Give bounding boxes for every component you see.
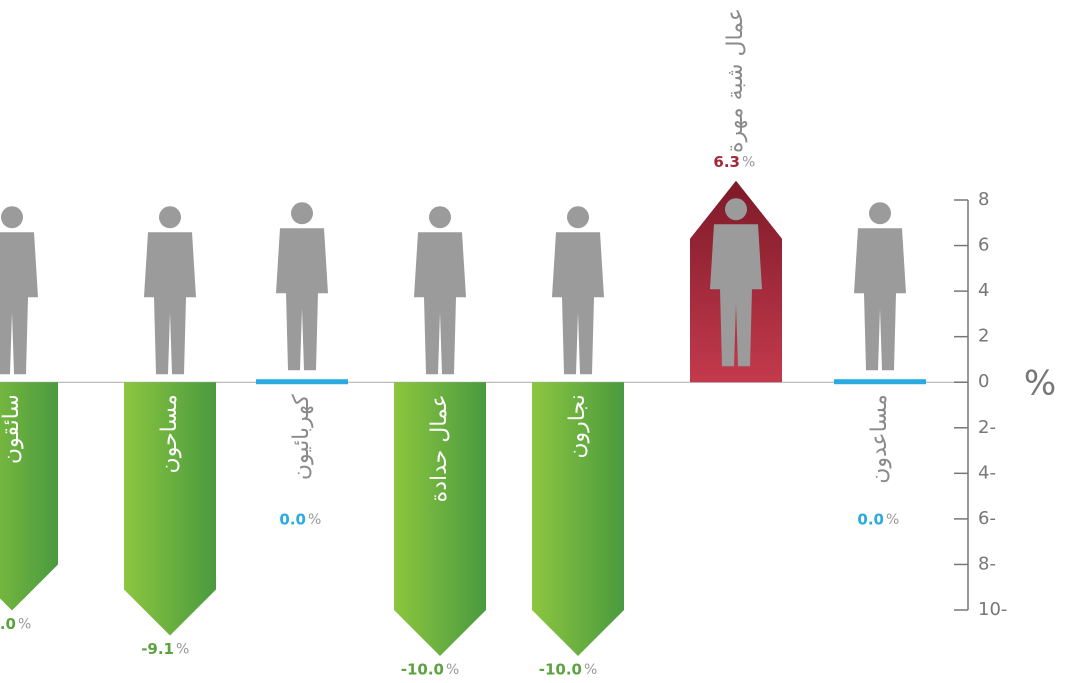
bar [834,379,926,384]
y-tick-label: 10- [978,599,1007,620]
value-label: 6.3 [713,153,740,171]
bar [256,379,348,384]
body [276,228,328,370]
value-label: 0.0 [279,511,306,529]
value-label: 0.0 [857,511,884,529]
head [725,198,747,220]
worker-silhouette [414,206,466,374]
y-tick-label: 6 [978,235,989,256]
y-tick-label: 2 [978,326,989,347]
value-label: -10.0 [401,661,444,679]
value-label: -10.0 [539,661,582,679]
category-label: مساعدون [867,394,892,484]
head [869,202,891,224]
worker-silhouette [144,206,196,374]
worker-silhouette [552,206,604,374]
value-label: -8.0 [0,615,16,633]
value-label: -9.1 [141,640,174,658]
category-label: كهربائيون [289,394,314,480]
worker-silhouette [0,206,38,374]
value-unit: % [742,155,755,171]
y-tick-label: 0 [978,371,989,392]
head [291,202,313,224]
body [552,232,604,374]
category-label: سائقون [0,394,24,464]
y-axis-label: % [1024,364,1056,404]
value-unit: % [886,512,899,528]
value-unit: % [584,662,597,678]
category-label: مساحون [157,394,182,473]
body [414,232,466,374]
body [854,228,906,370]
body [0,232,38,374]
head [159,206,181,228]
head [1,206,23,228]
head [567,206,589,228]
worker-silhouette [276,202,328,370]
head [429,206,451,228]
category-label: عمال حدادة [427,394,452,502]
y-tick-label: 8 [978,189,989,210]
category-label: عمال شبة مهرة [723,8,748,153]
y-tick-label: 4 [978,280,989,301]
y-tick-label: 8- [978,553,996,574]
y-tick-label: 2- [978,417,996,438]
value-unit: % [446,662,459,678]
value-unit: % [18,616,31,632]
value-unit: % [176,642,189,658]
body [144,232,196,374]
worker-silhouette [854,202,906,370]
chart: % 8 6 4 2 0 2- 4- 6- 8- 10- سائقون -8.0% مساحون -9.1%… [0,0,1080,683]
category-label: نجارون [565,394,590,458]
y-tick-label: 6- [978,508,996,529]
y-tick-label: 4- [978,462,996,483]
value-unit: % [308,512,321,528]
